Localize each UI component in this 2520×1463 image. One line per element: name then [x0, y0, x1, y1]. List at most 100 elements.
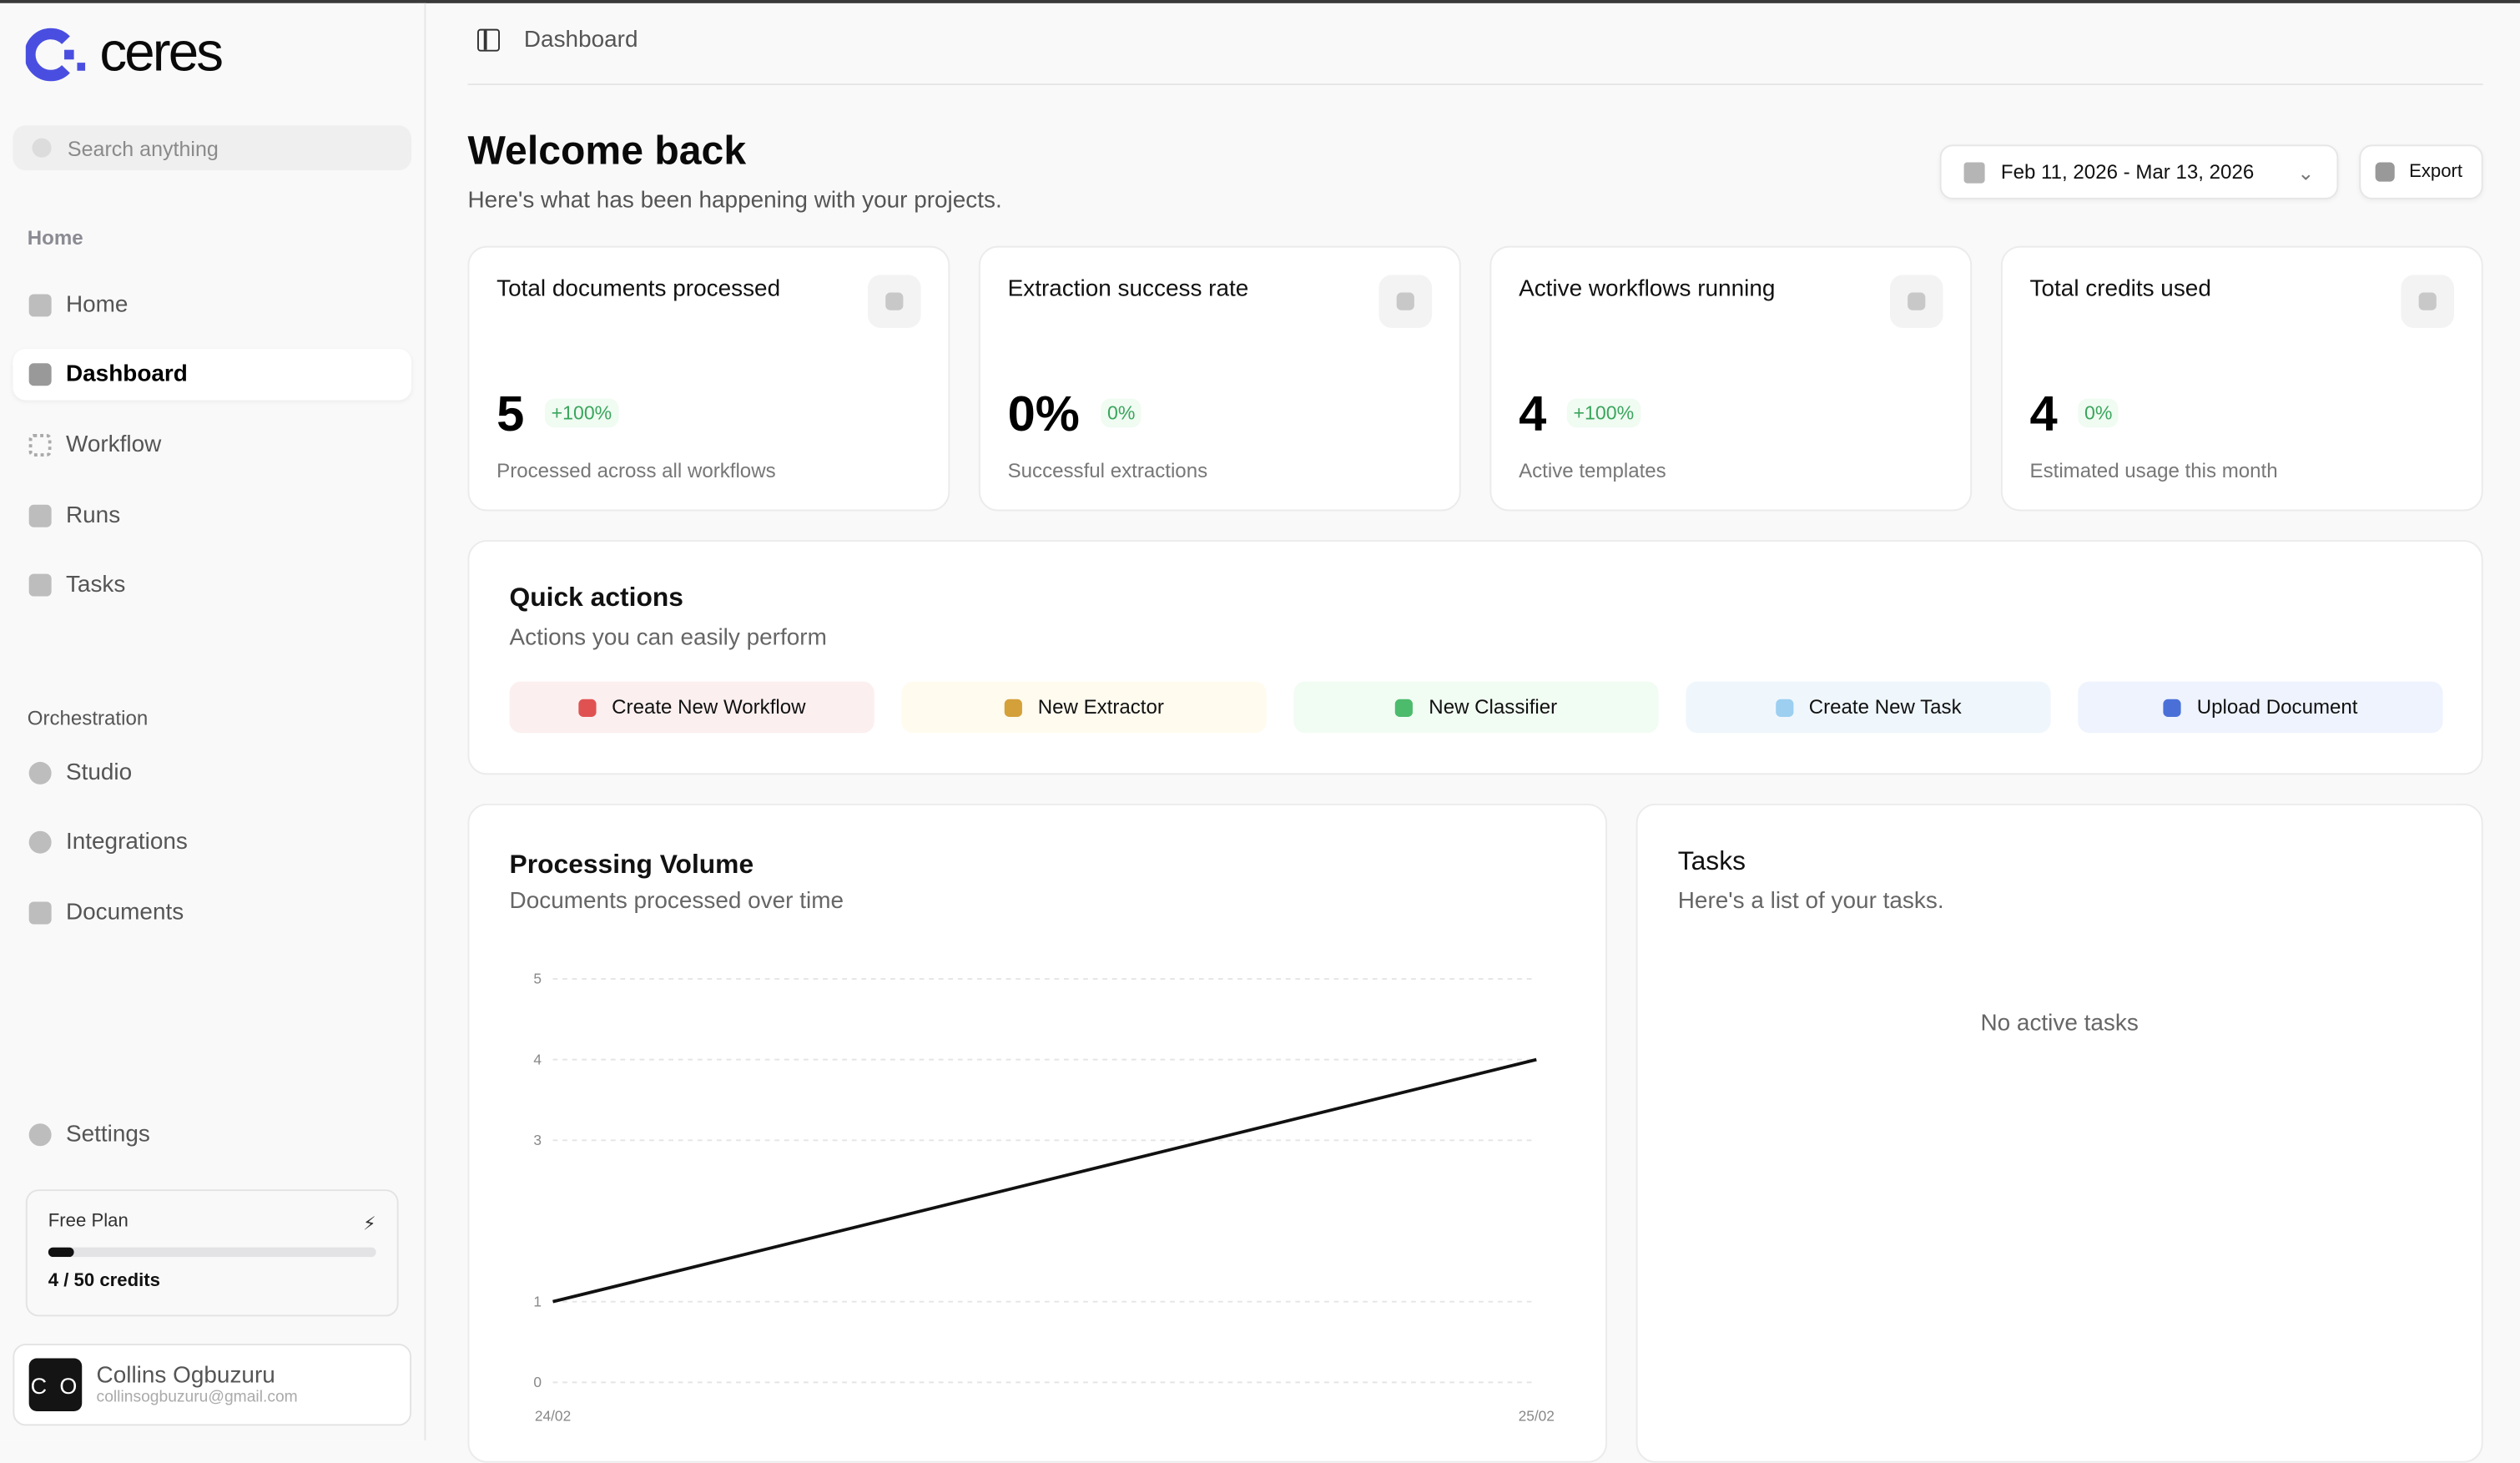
stat-icon [2401, 275, 2454, 328]
stat-icon [1890, 275, 1943, 328]
nav-label: Settings [66, 1122, 150, 1148]
nav-label: Documents [66, 901, 184, 926]
integrations-icon [29, 831, 52, 854]
quick-action-icon [578, 699, 596, 716]
quick-action-label: Upload Document [2197, 696, 2358, 719]
stat-title: Total documents processed [496, 276, 780, 302]
export-button[interactable]: Export [2359, 144, 2482, 199]
nav-label: Dashboard [66, 361, 188, 387]
nav-label: Integrations [66, 830, 188, 855]
user-email: collinsogbuzuru@gmail.com [97, 1389, 298, 1406]
quick-action-button[interactable]: Upload Document [2078, 682, 2442, 734]
quick-actions-card: Quick actions Actions you can easily per… [467, 540, 2482, 774]
export-label: Export [2409, 163, 2462, 182]
tasks-card: Tasks Here's a list of your tasks. No ac… [1636, 804, 2483, 1463]
x-tick-label: 24/02 [535, 1408, 571, 1425]
page-title: Welcome back [467, 129, 746, 175]
sidebar-item-documents[interactable]: Documents [13, 887, 411, 939]
logo[interactable]: ceres [26, 23, 221, 85]
quick-action-label: Create New Task [1809, 696, 1962, 719]
quick-actions-subtitle: Actions you can easily perform [510, 625, 827, 651]
runs-icon [29, 505, 52, 527]
quick-action-button[interactable]: Create New Workflow [510, 682, 874, 734]
tasks-icon [29, 574, 52, 597]
documents-icon [29, 901, 52, 924]
stat-title: Total credits used [2030, 276, 2211, 302]
tasks-empty-state: No active tasks [1638, 1011, 2482, 1037]
y-tick-label: 1 [533, 1293, 542, 1309]
nav-label: Tasks [66, 573, 125, 598]
search-placeholder: Search anything [68, 136, 219, 160]
stat-card: Active workflows running 4 +100% Active … [1489, 246, 1972, 512]
quick-action-icon [1775, 699, 1792, 716]
avatar: C O [29, 1358, 83, 1411]
processing-volume-card: Processing Volume Documents processed ov… [467, 804, 1607, 1463]
tasks-title: Tasks [1678, 847, 1746, 878]
y-tick-label: 0 [533, 1374, 542, 1390]
workflow-icon [29, 434, 52, 457]
stat-icon [868, 275, 921, 328]
home-icon [29, 294, 52, 316]
sidebar-item-dashboard[interactable]: Dashboard [13, 349, 411, 401]
quick-action-icon [2163, 699, 2180, 716]
nav-label: Runs [66, 503, 120, 529]
stat-change-badge: 0% [2078, 399, 2119, 428]
stat-card: Total credits used 4 0% Estimated usage … [2001, 246, 2483, 512]
search-input[interactable]: Search anything [13, 125, 411, 170]
sidebar: ceres Search anything Home Home Dashboar… [0, 3, 426, 1440]
stat-value: 4 [1519, 386, 1546, 443]
sidebar-item-studio[interactable]: Studio [13, 748, 411, 800]
stat-card: Total documents processed 5 +100% Proces… [467, 246, 950, 512]
date-range-picker[interactable]: Feb 11, 2026 - Mar 13, 2026 ⌄ [1940, 144, 2339, 199]
stat-value: 5 [496, 386, 524, 443]
stat-title: Extraction success rate [1008, 276, 1249, 302]
brand-name: ceres [99, 23, 221, 85]
header-divider [467, 83, 2482, 85]
nav-label: Studio [66, 760, 132, 786]
chevron-down-icon: ⌄ [2297, 160, 2314, 184]
sidebar-item-home[interactable]: Home [13, 280, 411, 331]
quick-action-label: Create New Workflow [612, 696, 805, 719]
sidebar-item-settings[interactable]: Settings [13, 1109, 411, 1161]
date-range-value: Feb 11, 2026 - Mar 13, 2026 [2001, 161, 2254, 184]
credits-progress-bar [48, 1248, 376, 1258]
calendar-icon [1964, 162, 1985, 183]
stat-card: Extraction success rate 0% 0% Successful… [979, 246, 1461, 512]
section-label-home: Home [28, 227, 83, 250]
stat-footer: Successful extractions [1008, 460, 1208, 482]
stat-change-badge: 0% [1101, 399, 1142, 428]
quick-actions-title: Quick actions [510, 583, 683, 614]
plan-card[interactable]: Free Plan⚡︎ 4 / 50 credits [26, 1189, 399, 1316]
dashboard-icon [29, 363, 52, 386]
sidebar-item-integrations[interactable]: Integrations [13, 816, 411, 868]
breadcrumb: Dashboard [477, 28, 638, 53]
ceres-logo-icon [26, 27, 90, 81]
quick-action-button[interactable]: New Classifier [1293, 682, 1658, 734]
stat-change-badge: +100% [545, 399, 618, 428]
credits-progress-fill [48, 1248, 74, 1258]
studio-icon [29, 762, 52, 784]
settings-icon [29, 1123, 52, 1146]
stat-value: 4 [2030, 386, 2058, 443]
quick-action-button[interactable]: New Extractor [901, 682, 1266, 734]
stat-change-badge: +100% [1567, 399, 1641, 428]
series-line [553, 1060, 1537, 1302]
sidebar-item-tasks[interactable]: Tasks [13, 559, 411, 611]
stat-value: 0% [1008, 386, 1080, 443]
plan-credits: 4 / 50 credits [48, 1271, 376, 1290]
sidebar-toggle-icon[interactable] [477, 29, 500, 52]
search-icon [33, 139, 52, 158]
tasks-subtitle: Here's a list of your tasks. [1678, 889, 1944, 915]
plan-name: Free Plan [48, 1212, 129, 1234]
y-tick-label: 5 [533, 971, 542, 987]
quick-action-icon [1004, 699, 1021, 716]
stat-icon [1379, 275, 1433, 328]
stat-footer: Processed across all workflows [496, 460, 775, 482]
export-icon [2376, 163, 2395, 182]
sidebar-item-runs[interactable]: Runs [13, 490, 411, 542]
quick-action-button[interactable]: Create New Task [1686, 682, 2050, 734]
sidebar-item-workflow[interactable]: Workflow [13, 420, 411, 472]
x-tick-label: 25/02 [1519, 1408, 1555, 1425]
